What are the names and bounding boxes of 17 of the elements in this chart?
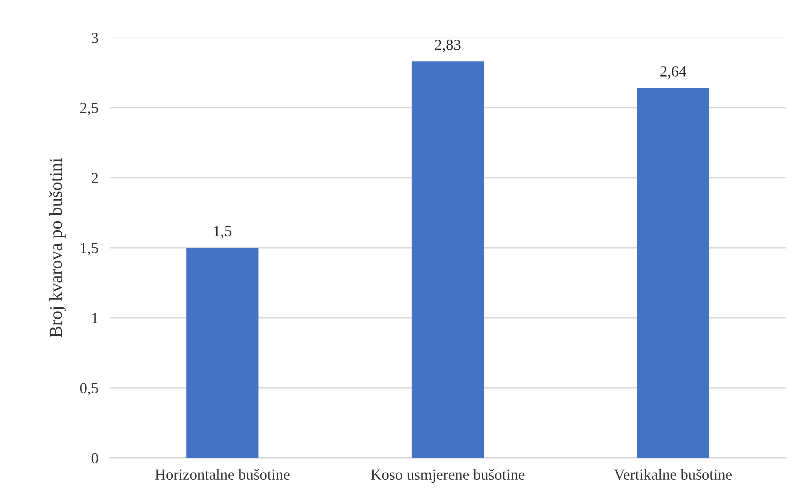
data-label: 1,5 <box>214 226 232 239</box>
x-tick-label: Horizontalne bušotine <box>155 469 290 480</box>
bar <box>412 62 484 458</box>
y-tick-label: 2,5 <box>80 103 98 116</box>
y-tick-label: 0 <box>92 453 98 464</box>
y-tick-label: 0,5 <box>80 383 98 396</box>
data-label: 2,64 <box>660 66 686 80</box>
x-tick-label: Vertikalne bušotine <box>614 469 732 480</box>
data-label: 2,83 <box>435 40 461 52</box>
y-axis-title: Broj kvarova po bušotini <box>49 158 66 338</box>
y-tick-label: 1,5 <box>81 243 98 256</box>
bar <box>637 88 710 458</box>
x-tick-label: Koso usmjerene bušotine <box>371 469 525 484</box>
y-tick-label: 2 <box>92 173 98 184</box>
y-tick-label: 3 <box>92 33 98 44</box>
bar <box>186 248 259 458</box>
y-tick-label: 1 <box>92 313 98 324</box>
